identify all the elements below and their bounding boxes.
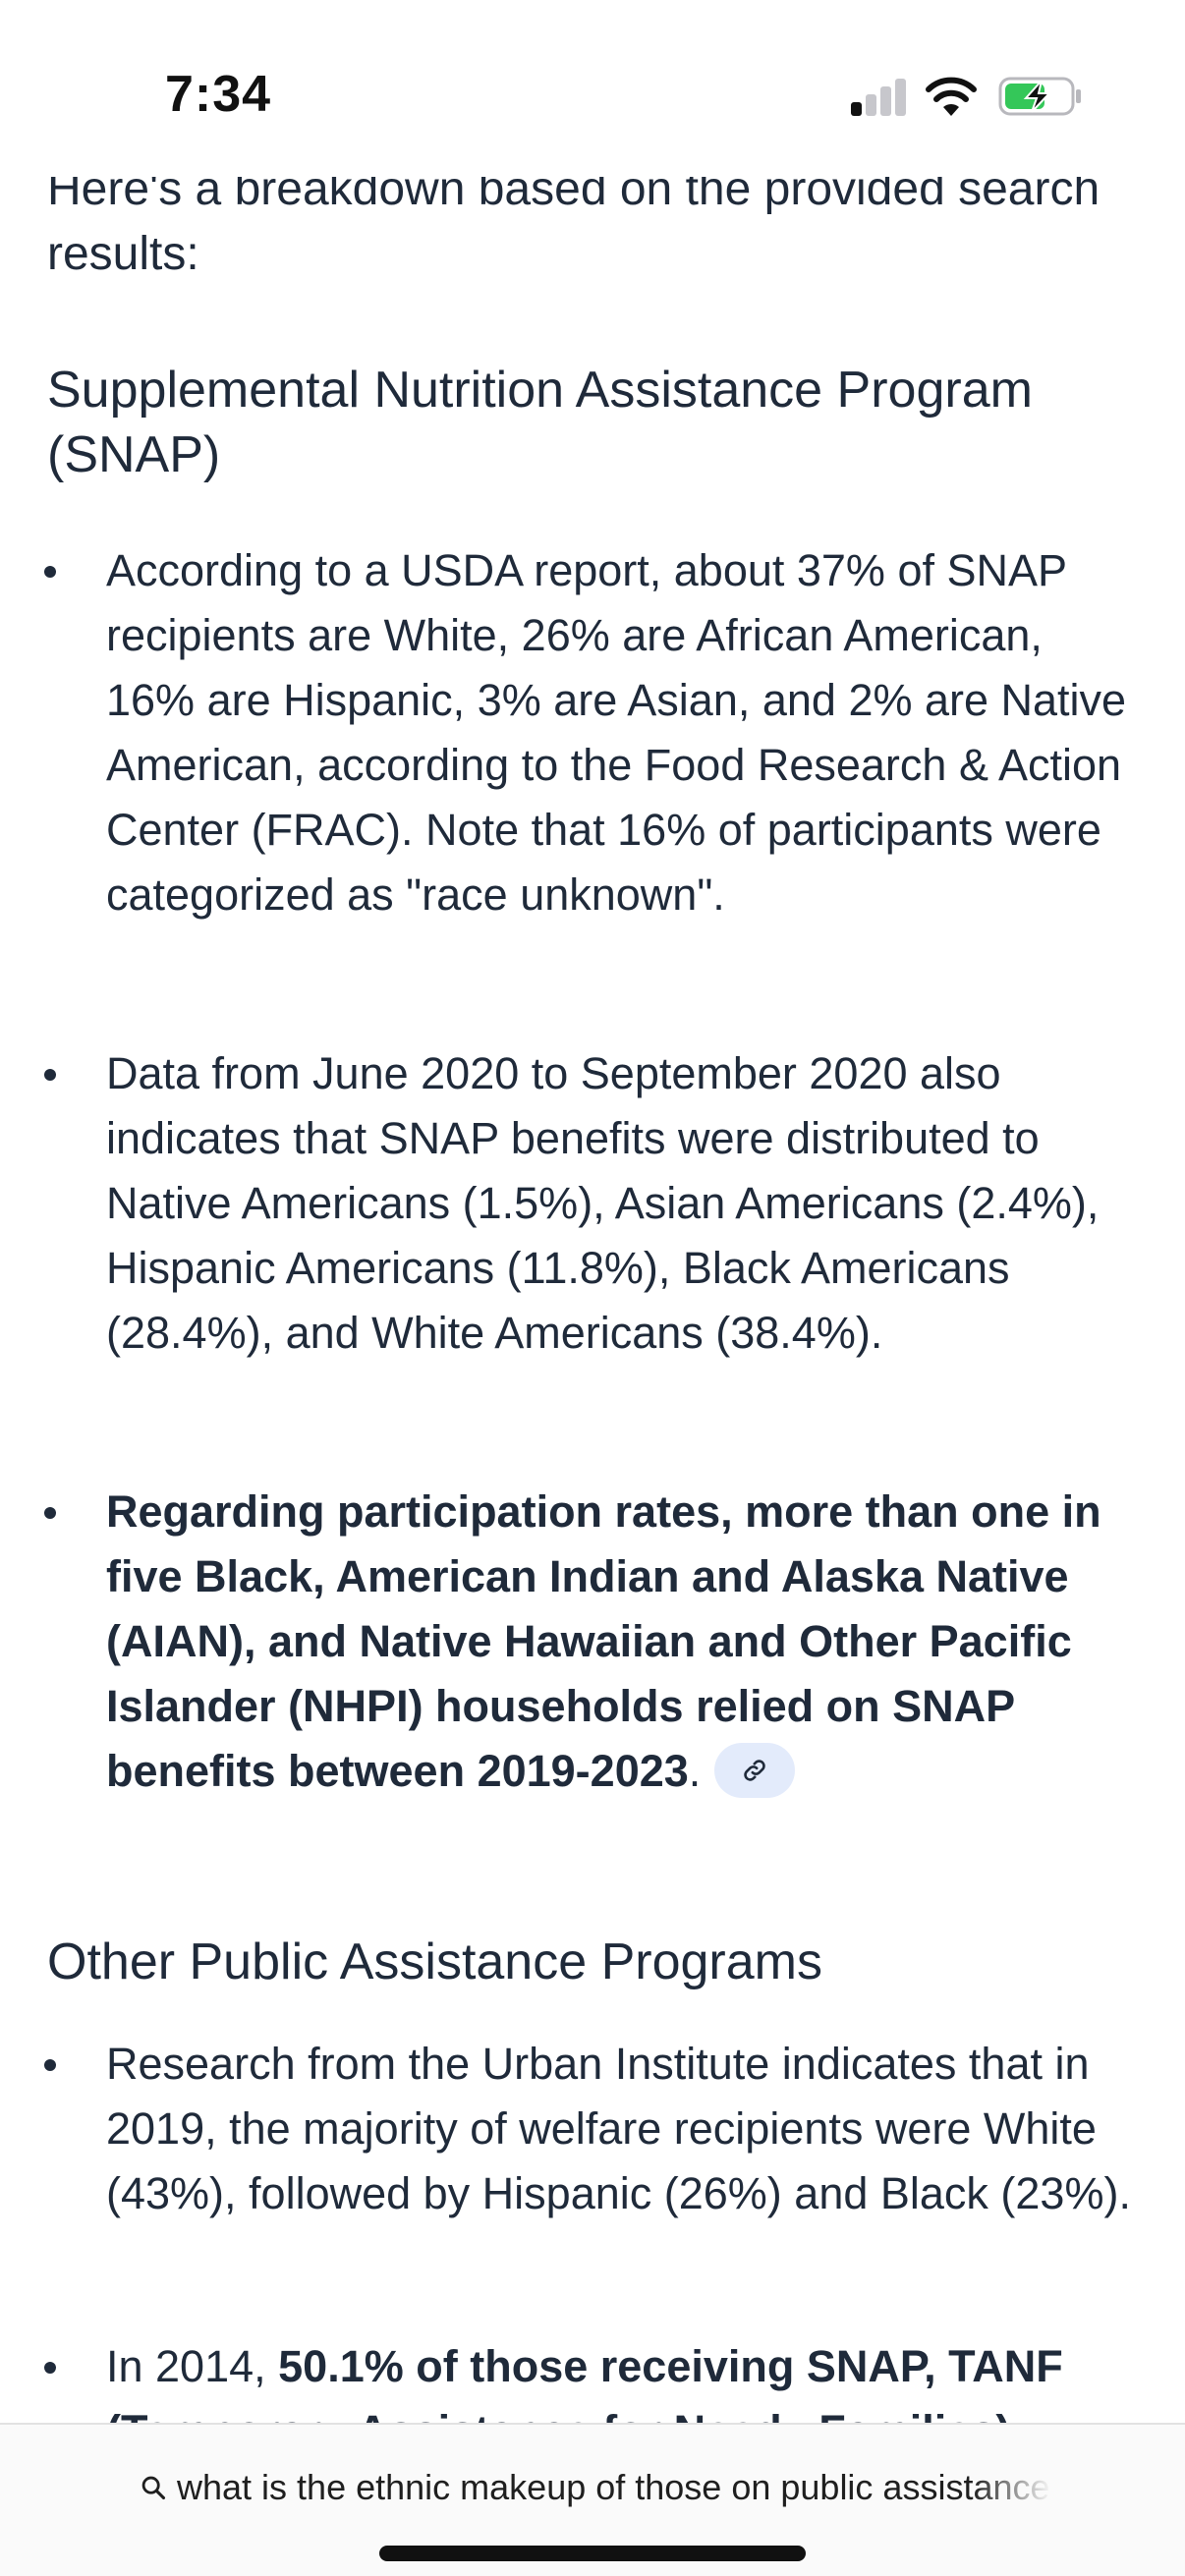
bullet-text: Research from the Urban Institute indica… <box>106 2039 1131 2218</box>
search-query-field[interactable]: what is the ethnic makeup of those on pu… <box>138 2460 1051 2515</box>
search-icon <box>141 2476 166 2500</box>
search-query-text: what is the ethnic makeup of those on pu… <box>177 2467 1050 2507</box>
citation-link-button[interactable] <box>714 1743 796 1799</box>
section-heading-snap: Supplemental Nutrition Assistance Progra… <box>47 362 1033 483</box>
section-heading-other-programs: Other Public Assistance Programs <box>47 1933 822 1990</box>
list-item: Research from the Urban Institute indica… <box>44 2032 1140 2226</box>
bullet-text: Regarding participation rates, more than… <box>106 1486 1101 1796</box>
list-item: Regarding participation rates, more than… <box>44 1480 1140 1804</box>
home-indicator[interactable] <box>379 2546 806 2561</box>
battery-charging-icon <box>998 77 1081 116</box>
intro-text: Here's a breakdown based on the provided… <box>47 163 1100 280</box>
bullet-text: According to a USDA report, about 37% of… <box>106 545 1127 920</box>
query-bar[interactable]: what is the ethnic makeup of those on pu… <box>0 2423 1185 2576</box>
status-bar: 7:34 <box>0 0 1185 177</box>
link-icon <box>744 1760 766 1781</box>
status-time: 7:34 <box>165 66 272 123</box>
bullet-text: Data from June 2020 to September 2020 al… <box>106 1048 1100 1358</box>
cellular-signal-icon <box>851 79 908 116</box>
bullet-trailing: . <box>688 1746 702 1796</box>
list-item: According to a USDA report, about 37% of… <box>44 538 1140 927</box>
query-fade <box>973 2460 1051 2515</box>
bullet-prefix: In 2014, <box>106 2341 279 2391</box>
list-item: Data from June 2020 to September 2020 al… <box>44 1041 1140 1366</box>
wifi-icon <box>926 77 977 116</box>
